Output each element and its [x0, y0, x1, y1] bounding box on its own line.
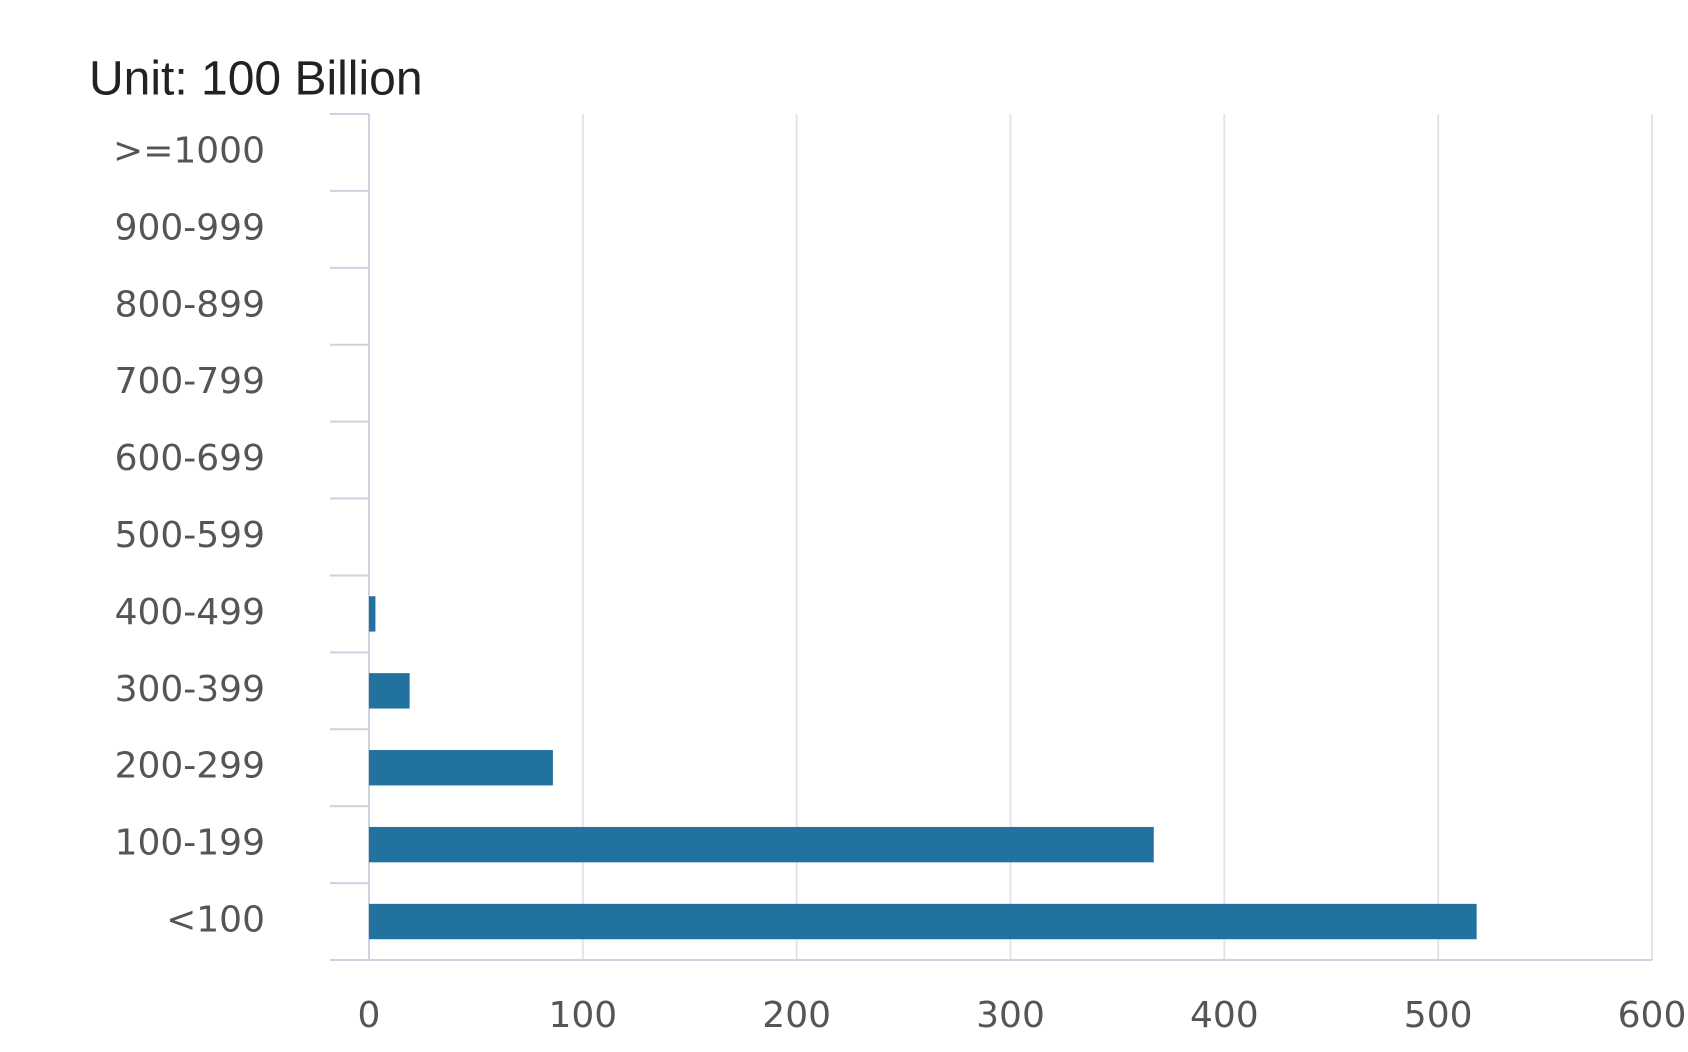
- x-tick-label: 100: [548, 995, 617, 1036]
- bar: [369, 903, 1477, 940]
- y-tick-label: 500-599: [115, 515, 265, 556]
- bar: [369, 750, 553, 786]
- y-tick-label: 600-699: [115, 438, 265, 479]
- bar: [369, 826, 1154, 863]
- y-tick-label: 100-199: [115, 823, 265, 864]
- x-tick-label: 200: [762, 995, 831, 1036]
- y-tick-label: 300-399: [115, 669, 265, 710]
- bar: [369, 596, 376, 632]
- y-tick-label: 800-899: [115, 284, 265, 325]
- x-tick-label: 600: [1618, 995, 1687, 1036]
- x-tick-label: 0: [358, 995, 381, 1036]
- x-tick-label: 500: [1404, 995, 1473, 1036]
- bar: [369, 673, 410, 709]
- chart-title: Unit: 100 Billion: [89, 53, 423, 106]
- x-tick-label: 400: [1190, 995, 1259, 1036]
- x-tick-label: 300: [976, 995, 1045, 1036]
- y-tick-label: 200-299: [115, 746, 265, 787]
- y-tick-label: <100: [166, 900, 265, 941]
- y-tick-label: >=1000: [113, 130, 265, 171]
- y-tick-label: 700-799: [115, 361, 265, 402]
- y-tick-label: 900-999: [115, 207, 265, 248]
- y-tick-label: 400-499: [115, 592, 265, 633]
